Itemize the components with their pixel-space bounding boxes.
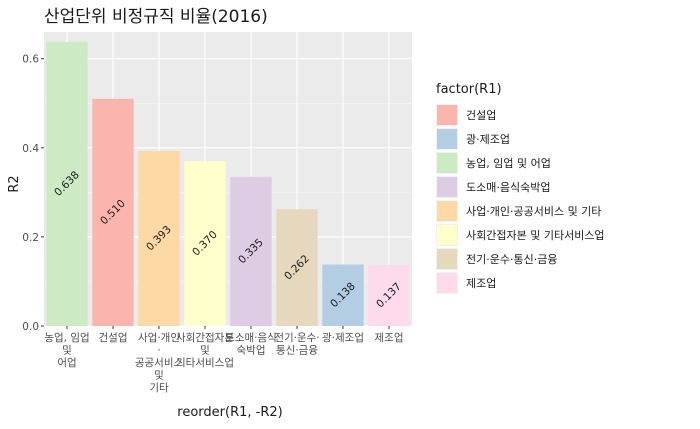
legend-swatch bbox=[437, 129, 457, 149]
bar bbox=[276, 209, 318, 326]
bar bbox=[138, 150, 180, 326]
y-tick-label: 0.6 bbox=[22, 54, 39, 66]
bar bbox=[230, 176, 272, 326]
y-tick-label: 0.0 bbox=[22, 321, 39, 333]
bar bbox=[322, 264, 364, 326]
legend-swatch bbox=[437, 201, 457, 221]
legend-swatch bbox=[437, 153, 457, 173]
legend-label: 전기·운수·통신·금융 bbox=[466, 253, 557, 266]
legend-label: 광·제조업 bbox=[466, 133, 510, 146]
x-tick-label: 도소매·음식 숙박업 bbox=[225, 332, 277, 357]
legend-label: 제조업 bbox=[466, 277, 496, 290]
x-axis-title: reorder(R1, -R2) bbox=[177, 405, 282, 420]
legend-title: factor(R1) bbox=[436, 82, 502, 97]
legend-label: 사회간접자본 및 기타서비스업 bbox=[466, 229, 605, 242]
legend-label: 도소매·음식숙박업 bbox=[466, 181, 550, 194]
x-tick-label: 전기·운수· 통신·금융 bbox=[274, 332, 319, 357]
x-tick-label: 사회간접자본 및 기타서비스업 bbox=[176, 332, 234, 369]
chart-title: 산업단위 비정규직 비율(2016) bbox=[44, 7, 268, 27]
legend-swatch bbox=[437, 177, 457, 197]
legend-swatch bbox=[437, 225, 457, 245]
y-axis-title: R2 bbox=[7, 175, 22, 192]
bar bbox=[368, 264, 410, 326]
bar bbox=[184, 161, 226, 326]
legend-swatch bbox=[437, 249, 457, 269]
legend-swatch bbox=[437, 273, 457, 293]
x-tick-label: 건설업 bbox=[99, 331, 128, 344]
x-tick-label: 농업, 임업 및 어업 bbox=[44, 331, 89, 369]
bar bbox=[46, 41, 88, 327]
x-tick-label: 사업·개인 · 공공서비스 및 기타 bbox=[135, 331, 184, 394]
x-tick-label: 제조업 bbox=[375, 331, 404, 344]
legend-swatch bbox=[437, 105, 457, 125]
legend-label: 농업, 임업 및 어업 bbox=[466, 157, 551, 170]
legend-label: 사업·개인·공공서비스 및 기타 bbox=[466, 205, 601, 218]
legend-label: 건설업 bbox=[466, 109, 496, 122]
y-tick-label: 0.4 bbox=[22, 143, 39, 155]
y-tick-label: 0.2 bbox=[22, 232, 39, 244]
bar bbox=[92, 98, 134, 327]
x-tick-label: 광·제조업 bbox=[322, 331, 364, 344]
